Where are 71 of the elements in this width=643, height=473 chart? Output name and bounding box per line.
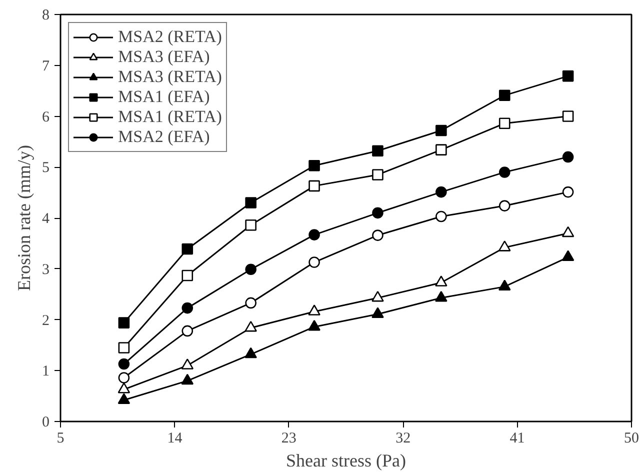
point bbox=[372, 207, 384, 219]
y-axis-title: Erosion rate (mm/y) bbox=[14, 145, 34, 291]
point bbox=[436, 124, 447, 136]
point bbox=[436, 186, 447, 198]
y-tick-label: 5 bbox=[42, 160, 50, 176]
x-tick-label: 23 bbox=[281, 430, 296, 446]
point bbox=[308, 304, 320, 316]
legend-label: MSA3 (EFA) bbox=[118, 47, 210, 67]
point bbox=[498, 166, 510, 178]
point bbox=[372, 145, 384, 156]
point bbox=[308, 180, 320, 192]
point bbox=[118, 372, 130, 384]
point bbox=[562, 186, 574, 198]
point bbox=[244, 347, 257, 358]
point bbox=[182, 325, 194, 337]
point bbox=[118, 358, 130, 370]
point bbox=[308, 320, 320, 331]
point bbox=[118, 342, 130, 354]
point bbox=[436, 210, 447, 222]
point bbox=[562, 151, 574, 163]
point bbox=[436, 144, 447, 156]
point bbox=[245, 197, 256, 208]
point bbox=[182, 270, 194, 282]
point bbox=[372, 290, 384, 302]
point bbox=[118, 317, 130, 328]
point bbox=[244, 320, 257, 332]
legend-label: MSA3 (RETA) bbox=[118, 67, 222, 87]
point bbox=[372, 307, 384, 318]
point bbox=[182, 243, 194, 255]
point bbox=[308, 256, 320, 268]
x-tick-label: 5 bbox=[56, 430, 64, 446]
y-tick-label: 6 bbox=[42, 109, 50, 126]
y-tick-label: 0 bbox=[42, 414, 50, 430]
y-tick-label: 4 bbox=[42, 211, 50, 227]
legend-label: MSA1 (RETA) bbox=[118, 107, 222, 127]
x-tick-label: 14 bbox=[167, 430, 183, 446]
x-tick-label: 41 bbox=[510, 430, 525, 446]
legend-label: MSA2 (EFA) bbox=[118, 127, 210, 147]
x-axis-title: Shear stress (Pa) bbox=[286, 450, 406, 470]
point bbox=[308, 160, 320, 172]
x-tick-label: 50 bbox=[624, 430, 639, 446]
point bbox=[498, 118, 510, 130]
point bbox=[498, 200, 510, 212]
point bbox=[118, 382, 130, 394]
point bbox=[562, 70, 574, 82]
point bbox=[435, 276, 448, 286]
point bbox=[562, 226, 574, 238]
point bbox=[245, 297, 256, 309]
point bbox=[118, 393, 130, 404]
y-tick-label: 7 bbox=[42, 58, 50, 74]
point bbox=[181, 358, 194, 370]
point bbox=[562, 110, 574, 122]
point bbox=[562, 250, 574, 261]
point bbox=[498, 240, 511, 252]
point bbox=[245, 219, 256, 231]
legend-label: MSA1 (EFA) bbox=[118, 87, 210, 107]
legend-label: MSA2 (RETA) bbox=[118, 27, 222, 47]
x-tick-label: 32 bbox=[396, 430, 411, 446]
y-tick-label: 3 bbox=[42, 262, 50, 278]
point bbox=[181, 374, 194, 385]
y-tick-label: 1 bbox=[42, 364, 50, 380]
point bbox=[498, 280, 511, 291]
point bbox=[182, 302, 194, 314]
point bbox=[372, 169, 384, 180]
y-tick-label: 8 bbox=[42, 8, 50, 24]
point bbox=[498, 90, 510, 102]
point bbox=[245, 264, 256, 276]
y-tick-label: 2 bbox=[42, 312, 50, 329]
point bbox=[372, 230, 384, 241]
point bbox=[435, 290, 448, 302]
point bbox=[308, 229, 320, 240]
